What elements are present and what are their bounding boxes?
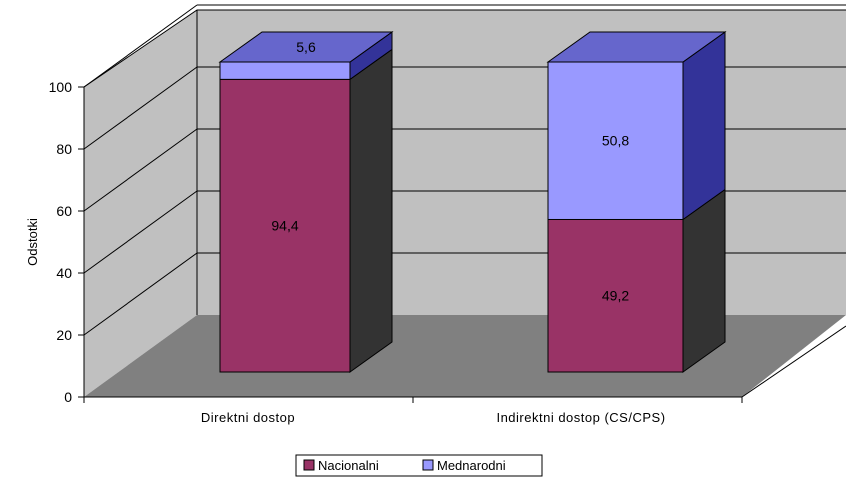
legend-label-mednarodni: Mednarodni	[437, 458, 506, 473]
legend-label-nacionalni: Nacionalni	[318, 458, 379, 473]
legend: Nacionalni Mednarodni	[296, 455, 542, 476]
y-axis-title: Odstotki	[25, 218, 40, 266]
bar-value-label: 50,8	[602, 133, 629, 149]
bar-segment	[220, 62, 350, 79]
y-tick-label: 40	[56, 265, 72, 281]
y-tick-label: 100	[49, 79, 73, 95]
x-ticks	[84, 397, 742, 403]
bar-value-label: 5,6	[296, 39, 316, 55]
bar-value-label: 49,2	[602, 288, 629, 304]
legend-swatch-nacionalni	[304, 460, 314, 470]
y-tick-label: 60	[56, 203, 72, 219]
y-tick-label: 0	[64, 389, 72, 405]
category-labels: Direktni dostop Indirektni dostop (CS/CPS…	[201, 410, 666, 425]
category-label: Indirektni dostop (CS/CPS)	[496, 410, 665, 425]
y-tick-label: 20	[56, 327, 72, 343]
floor	[84, 315, 846, 397]
y-tick-label: 80	[56, 141, 72, 157]
bar-value-label: 94,4	[271, 218, 298, 234]
bar-side	[350, 49, 392, 372]
category-label: Direktni dostop	[201, 410, 295, 425]
legend-swatch-mednarodni	[423, 460, 433, 470]
bar-side	[683, 189, 725, 372]
y-ticks: 0 20 40 60 80 100	[49, 79, 84, 405]
bar-side	[683, 32, 725, 219]
